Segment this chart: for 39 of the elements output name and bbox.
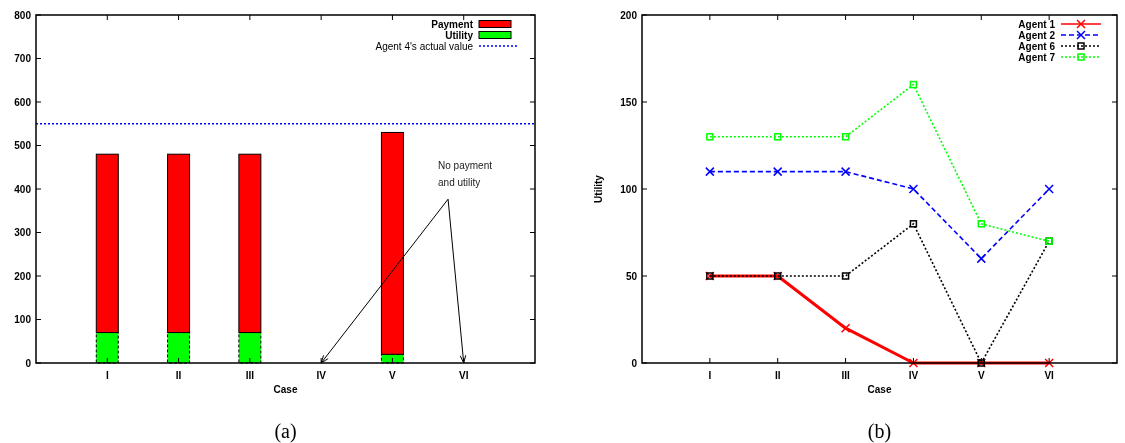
- x-axis-title: Case: [273, 384, 298, 395]
- y-tick-label: 50: [625, 270, 638, 282]
- y-tick-label: 0: [25, 357, 32, 369]
- x-tick-label: II: [774, 370, 781, 381]
- legend-label: Agent 4's actual value: [375, 40, 474, 52]
- x-axis-title: Case: [867, 384, 892, 395]
- legend-label: Utility: [445, 29, 474, 41]
- annotation: No payment and utility: [438, 160, 493, 189]
- y-tick-label: 100: [620, 183, 638, 195]
- x-tick-label: V: [977, 370, 985, 381]
- x-tick-label: VI: [1044, 370, 1055, 381]
- x-tick-label: I: [105, 370, 109, 381]
- legend-label: Agent 1: [1018, 18, 1056, 30]
- x-tick-label: II: [175, 370, 182, 381]
- y-tick-label: 500: [14, 140, 32, 151]
- legend-label: Agent 7: [1018, 51, 1056, 63]
- x-tick-label: III: [841, 370, 850, 381]
- x-tick-label: I: [708, 370, 712, 381]
- y-tick-label: 800: [14, 9, 32, 21]
- text: (b): [867, 420, 892, 443]
- y-tick-label: 200: [14, 270, 32, 282]
- x-tick-label: III: [245, 370, 255, 381]
- y-tick-label: 150: [620, 96, 638, 108]
- y-tick-label: 400: [14, 183, 32, 195]
- y-tick-label: 100: [14, 314, 32, 325]
- x-tick-label: IV: [908, 370, 919, 381]
- y-tick-label: 300: [14, 227, 32, 238]
- y-tick-label: 0: [631, 357, 638, 369]
- x-tick-label: V: [389, 370, 397, 381]
- y-tick-label: 200: [620, 9, 638, 21]
- y-tick-label: 600: [14, 96, 32, 108]
- x-tick-label: VI: [458, 370, 469, 381]
- y-axis-title: Utility: [593, 174, 604, 203]
- y-tick-label: 700: [14, 53, 32, 64]
- x-tick-label: IV: [316, 370, 327, 381]
- legend-label: Agent 6: [1018, 40, 1056, 52]
- legend-label: Agent 2: [1018, 29, 1056, 41]
- text: (a): [274, 420, 297, 443]
- legend-label: Payment: [431, 18, 474, 30]
